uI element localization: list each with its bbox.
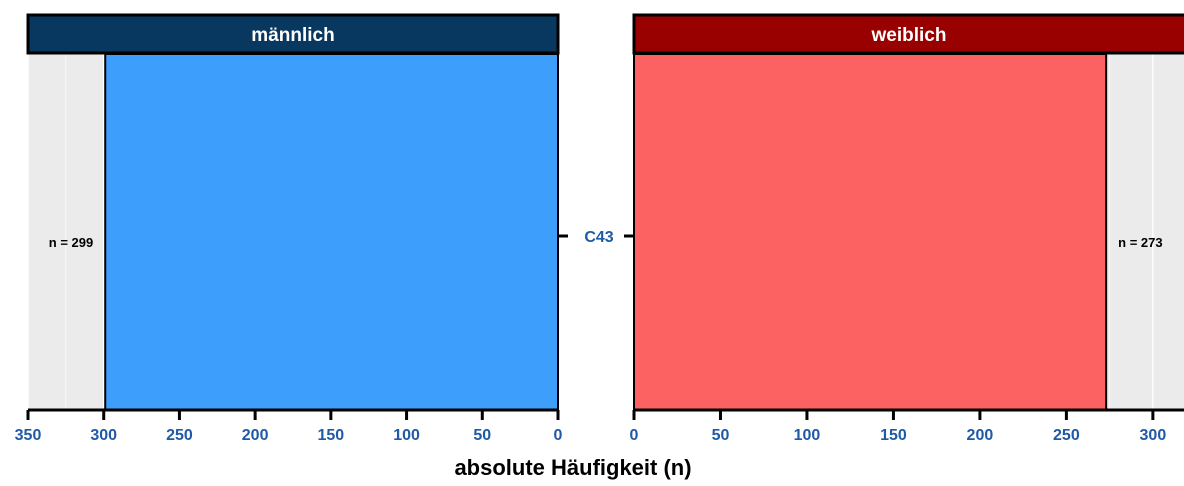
strip-female (632, 13, 1184, 55)
x-tick-label: 50 (712, 427, 730, 444)
panel-male: n = 299 männlich 0 50 100 150 200 250 300 350 (15, 13, 563, 444)
x-axis-ticks-male: 0 50 100 150 200 250 300 350 (15, 410, 563, 444)
x-tick-label: 200 (242, 427, 269, 444)
x-tick-label: 150 (318, 427, 345, 444)
x-tick-label: 300 (1140, 427, 1167, 444)
value-label-male: n = 299 (49, 235, 93, 250)
value-label-female: n = 273 (1118, 235, 1162, 250)
strip-label-female: weiblich (871, 25, 947, 46)
x-tick-label: 0 (630, 427, 639, 444)
x-tick-label: 100 (794, 427, 821, 444)
x-tick-label: 100 (393, 427, 420, 444)
x-tick-label: 50 (473, 427, 491, 444)
category-label-c43: C43 (584, 229, 613, 246)
x-tick-label: 0 (554, 427, 563, 444)
x-axis-ticks-female: 0 50 100 150 200 250 300 (630, 410, 1167, 444)
bar-male-c43 (104, 53, 559, 411)
bar-female-c43 (633, 53, 1108, 411)
strip-male (26, 13, 560, 55)
panel-female: n = 273 weiblich 0 50 100 150 200 250 300 (630, 13, 1184, 444)
x-tick-label: 150 (880, 427, 907, 444)
x-tick-label: 200 (967, 427, 994, 444)
strip-label-male: männlich (251, 25, 334, 46)
x-tick-label: 350 (15, 427, 42, 444)
x-tick-label: 300 (90, 427, 117, 444)
x-tick-label: 250 (1053, 427, 1080, 444)
category-axis: C43 (558, 229, 634, 246)
x-axis-title: absolute Häufigkeit (n) (454, 455, 691, 480)
x-tick-label: 250 (166, 427, 193, 444)
